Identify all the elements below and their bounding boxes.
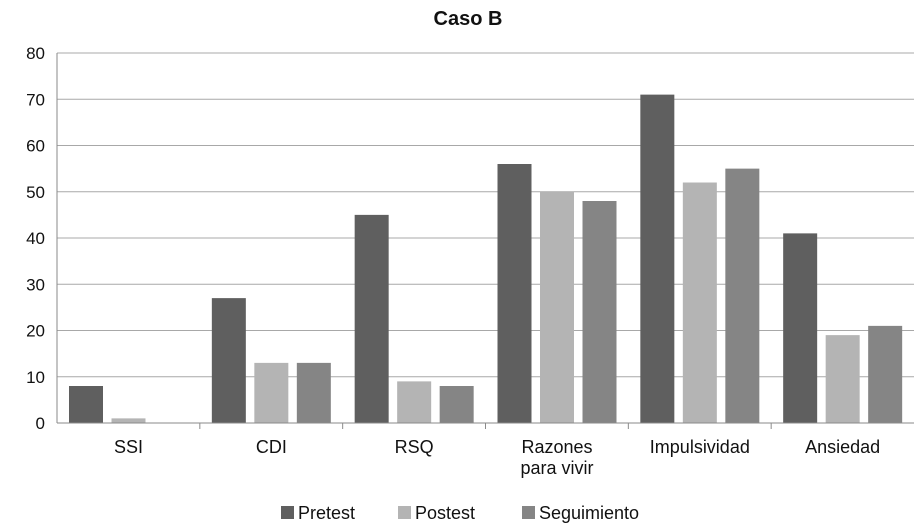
bar-postest <box>682 182 717 423</box>
legend: Pretest Postest Seguimiento <box>281 503 639 523</box>
y-axis-ticks: 0 10 20 30 40 50 60 70 80 <box>26 44 45 433</box>
bar-seguimiento <box>725 168 760 423</box>
legend-swatch <box>522 506 535 519</box>
gridlines <box>57 52 914 378</box>
x-category-label: RSQ <box>395 437 434 457</box>
chart-title: Caso B <box>434 8 503 30</box>
x-category-label: SSI <box>114 437 143 457</box>
x-category-label: Impulsividad <box>650 437 750 457</box>
y-tick-label: 60 <box>26 137 45 156</box>
bar-seguimiento <box>582 201 617 423</box>
bar-pretest <box>69 386 103 423</box>
x-category-label: Razones <box>521 437 592 457</box>
legend-item-pretest: Pretest <box>281 503 355 523</box>
x-category-label: para vivir <box>520 458 593 478</box>
legend-item-seguimiento: Seguimiento <box>522 503 639 523</box>
y-tick-label: 80 <box>26 44 45 63</box>
y-tick-label: 0 <box>36 414 45 433</box>
bar-postest <box>540 191 574 423</box>
y-tick-label: 50 <box>26 183 45 202</box>
bar-pretest <box>783 233 818 423</box>
bar-pretest <box>211 298 246 423</box>
legend-label: Seguimiento <box>539 503 639 523</box>
legend-swatch <box>281 506 294 519</box>
x-category-label: CDI <box>256 437 287 457</box>
bar-seguimiento <box>439 386 474 423</box>
bar-postest <box>397 381 432 423</box>
legend-label: Postest <box>415 503 475 523</box>
y-tick-label: 20 <box>26 322 45 341</box>
y-tick-label: 70 <box>26 90 45 109</box>
axes <box>56 53 914 429</box>
bar-postest <box>825 335 860 423</box>
bar-seguimiento <box>296 362 331 423</box>
bars <box>69 94 903 423</box>
legend-swatch <box>398 506 411 519</box>
bar-postest <box>111 418 146 423</box>
bar-pretest <box>354 214 389 423</box>
bar-seguimiento <box>868 325 903 423</box>
legend-item-postest: Postest <box>398 503 475 523</box>
bar-pretest <box>497 164 532 423</box>
legend-label: Pretest <box>298 503 355 523</box>
y-tick-label: 40 <box>26 229 45 248</box>
y-tick-label: 10 <box>26 368 45 387</box>
x-category-label: Ansiedad <box>805 437 880 457</box>
bar-pretest <box>640 94 675 423</box>
bar-postest <box>254 362 289 423</box>
y-tick-label: 30 <box>26 275 45 294</box>
